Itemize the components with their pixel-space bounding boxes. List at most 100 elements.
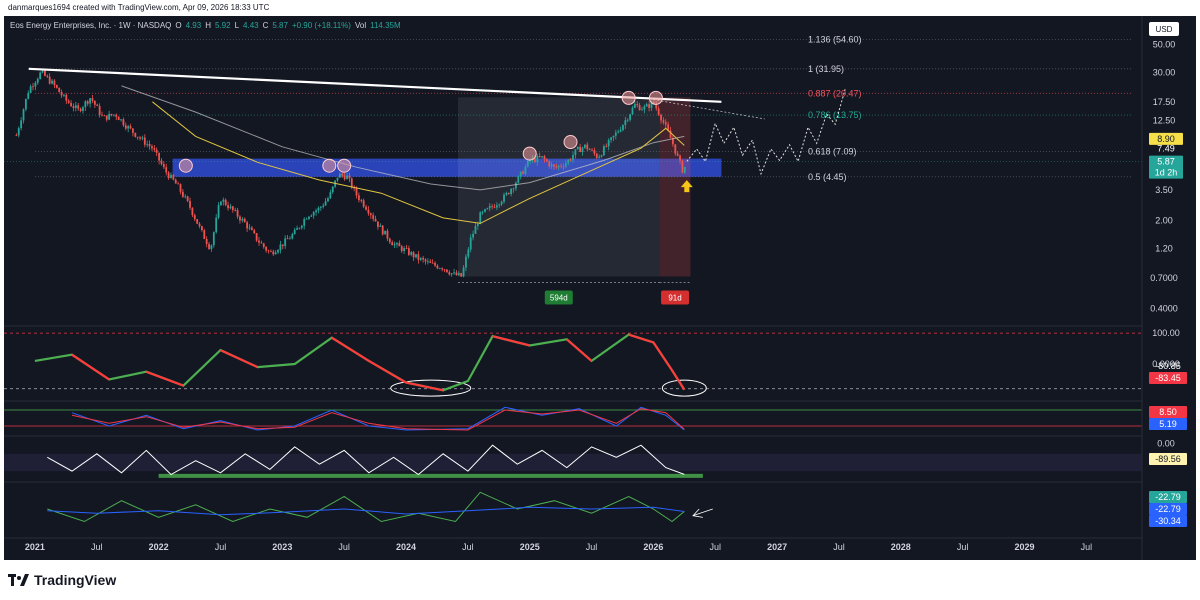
- pivot-marker: [522, 146, 537, 161]
- candle-body: [472, 233, 474, 238]
- indicator-line-falling: [71, 353, 110, 381]
- candle-body: [101, 114, 103, 116]
- candle-body: [203, 230, 206, 239]
- candle-body: [277, 250, 279, 253]
- candle-body: [79, 108, 82, 112]
- candle-body: [193, 215, 196, 220]
- candle-body: [117, 116, 120, 121]
- candle-body: [362, 200, 365, 207]
- tradingview-brand[interactable]: TradingView: [8, 572, 116, 588]
- chart-svg[interactable]: 594d 91d 1.136 (54.60) 1 (31.95) 0.887 (20.…: [4, 16, 1196, 560]
- candle-body: [662, 120, 665, 123]
- indicator-price-box: [1149, 491, 1187, 503]
- candle-body: [505, 192, 508, 195]
- candles-layer: [15, 68, 686, 278]
- candle-body: [443, 269, 446, 271]
- time-tick-label: Jul: [833, 542, 845, 552]
- candle-body: [660, 114, 662, 121]
- candle-body: [650, 101, 653, 108]
- lines-layer: [28, 67, 846, 224]
- candle-body: [20, 120, 23, 129]
- indicator-line-falling: [220, 349, 259, 369]
- candle-body: [315, 210, 317, 213]
- candle-body: [674, 144, 677, 154]
- measure-badge: [544, 290, 573, 305]
- candle-body: [629, 114, 631, 120]
- candle-body: [303, 219, 306, 226]
- candle-body: [434, 262, 436, 266]
- candle-body: [491, 206, 494, 207]
- candle-body: [486, 208, 489, 210]
- candle-body: [626, 119, 629, 121]
- candle-body: [448, 272, 451, 275]
- candle-body: [648, 104, 651, 108]
- candle-body: [229, 206, 232, 209]
- candle-body: [422, 257, 425, 260]
- price-label-box: [1149, 166, 1183, 179]
- candle-body: [124, 125, 127, 129]
- candle-body: [348, 175, 351, 179]
- candle-body: [495, 205, 498, 208]
- price-tick-label: 30.00: [1153, 67, 1176, 77]
- candle-body: [246, 222, 249, 229]
- candle-body: [664, 122, 667, 125]
- support-zone: [172, 158, 722, 177]
- candle-body: [327, 198, 329, 202]
- candle-body: [198, 223, 201, 227]
- candle-body: [196, 219, 199, 224]
- candle-body: [622, 125, 624, 131]
- candle-body: [243, 218, 246, 223]
- candle-body: [374, 218, 377, 222]
- candle-body: [186, 196, 189, 201]
- trendline: [28, 67, 722, 103]
- candle-body: [377, 221, 379, 227]
- candle-body: [633, 104, 636, 108]
- legend-vol-label: Vol: [355, 21, 366, 30]
- candle-body: [253, 230, 256, 234]
- time-tick-label: 2021: [25, 542, 45, 552]
- candle-body: [353, 187, 356, 189]
- legend-open-value: 4.93: [186, 21, 202, 30]
- candle-body: [296, 228, 298, 230]
- currency-label: USD: [1156, 25, 1173, 34]
- candle-body: [624, 120, 627, 126]
- candle-body: [400, 246, 403, 252]
- candle-body: [450, 273, 453, 275]
- candle-body: [136, 136, 139, 138]
- candle-body: [600, 155, 603, 157]
- candle-body: [234, 210, 237, 211]
- candle-body: [667, 124, 670, 131]
- candle-body: [607, 140, 610, 147]
- candle-body: [77, 105, 80, 109]
- moving-average-line: [152, 101, 685, 224]
- pivot-marker: [337, 158, 352, 173]
- candle-body: [181, 191, 184, 197]
- candle-body: [524, 166, 527, 174]
- time-tick-label: 2023: [272, 542, 292, 552]
- candle-body: [67, 100, 70, 103]
- time-tick-label: 2022: [149, 542, 169, 552]
- candle-body: [336, 177, 339, 181]
- indicator-tick-label: 0.00: [1157, 438, 1175, 448]
- candle-body: [405, 248, 408, 249]
- candle-body: [167, 172, 170, 179]
- price-label-box: [1149, 132, 1183, 145]
- candle-body: [358, 195, 360, 201]
- candle-body: [222, 199, 225, 202]
- candle-body: [438, 268, 441, 270]
- measure-box: [457, 97, 660, 277]
- indicator-line: [71, 408, 685, 431]
- candle-body: [291, 234, 294, 239]
- candle-body: [93, 100, 96, 105]
- candle-body: [148, 144, 151, 147]
- zone-layer: [172, 158, 722, 177]
- candle-body: [591, 149, 593, 151]
- candle-body: [65, 94, 68, 101]
- candle-body: [564, 163, 567, 167]
- candle-body: [134, 132, 137, 137]
- candle-body: [305, 218, 308, 220]
- arrow-annotation-head: [692, 508, 703, 518]
- indicator-line-falling: [368, 359, 407, 384]
- candle-body: [536, 156, 539, 163]
- price-label-box: [1149, 155, 1183, 168]
